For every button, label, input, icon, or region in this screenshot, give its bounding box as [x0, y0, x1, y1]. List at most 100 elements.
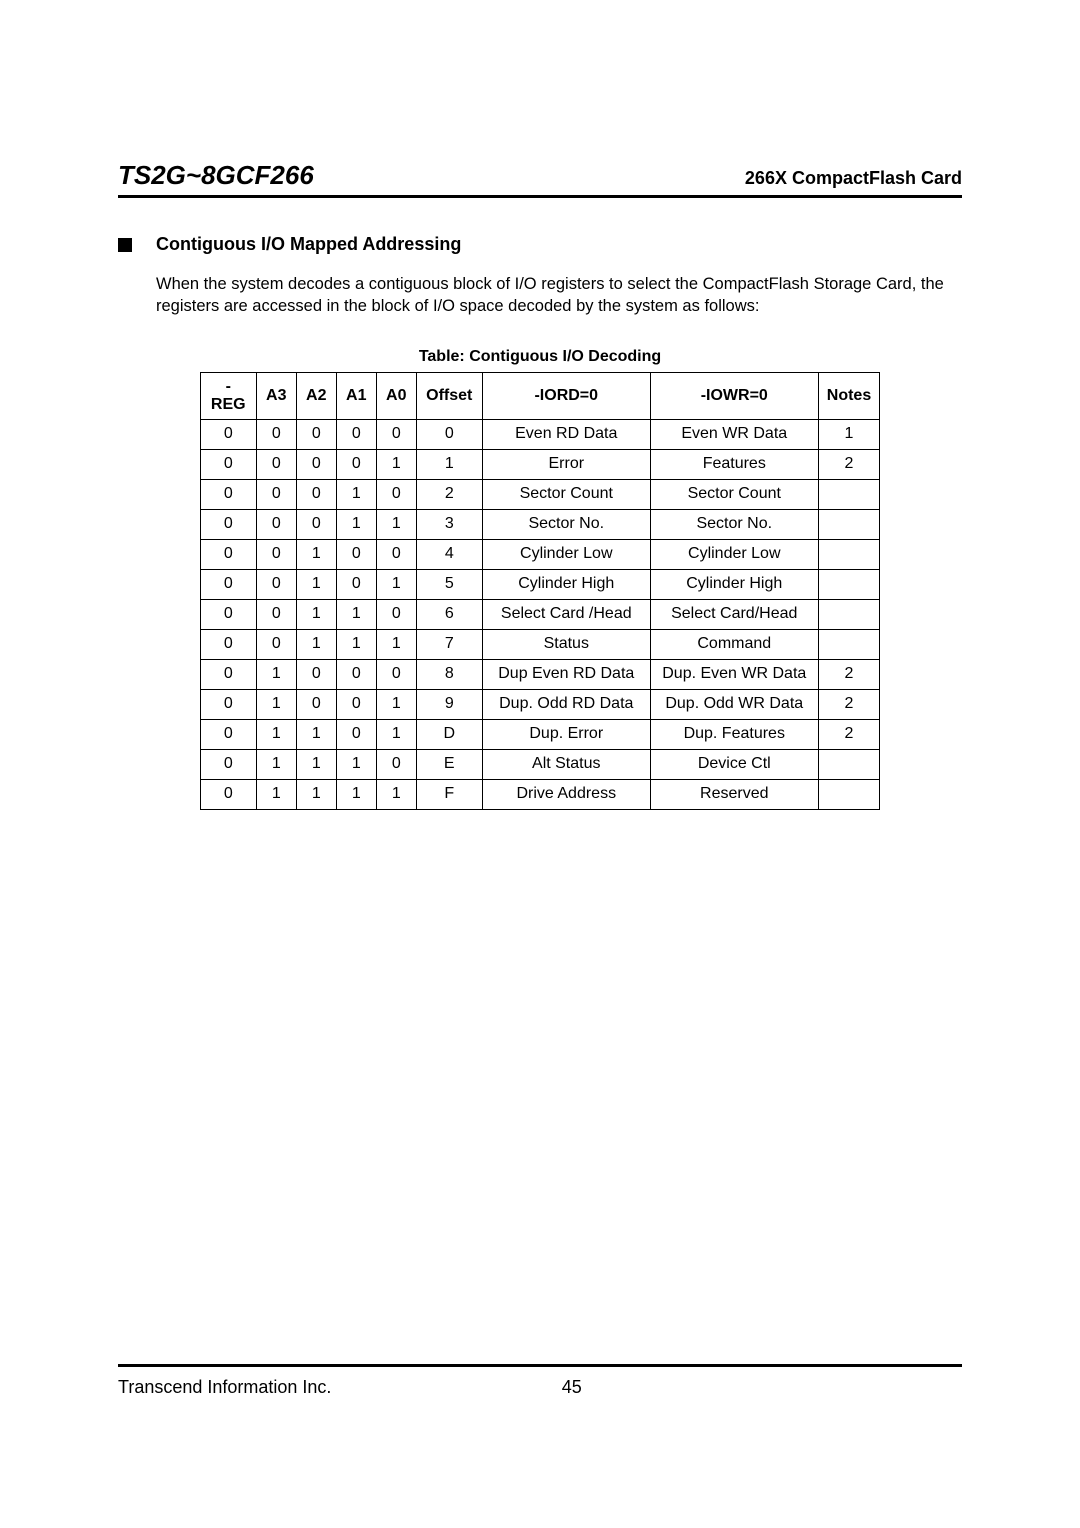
table-cell: 1	[376, 719, 416, 749]
table-cell: 0	[200, 449, 256, 479]
table-cell: 0	[336, 689, 376, 719]
table-cell: 0	[256, 419, 296, 449]
table-cell: Select Card /Head	[482, 599, 650, 629]
table-header-row: -REGA3A2A1A0Offset-IORD=0-IOWR=0Notes	[200, 372, 879, 419]
table-cell: Even RD Data	[482, 419, 650, 449]
table-cell	[818, 749, 879, 779]
table-header-cell: A1	[336, 372, 376, 419]
table-cell: Device Ctl	[650, 749, 818, 779]
table-cell: 1	[256, 779, 296, 809]
table-cell: Cylinder Low	[482, 539, 650, 569]
table-cell: 1	[336, 599, 376, 629]
table-cell: 0	[200, 509, 256, 539]
table-cell: 1	[376, 629, 416, 659]
product-code: TS2G~8GCF266	[118, 160, 314, 191]
table-header-cell: -IOWR=0	[650, 372, 818, 419]
table-cell: Command	[650, 629, 818, 659]
table-cell	[818, 779, 879, 809]
table-cell: Dup. Even WR Data	[650, 659, 818, 689]
table-cell: 1	[336, 779, 376, 809]
table-cell: Sector Count	[650, 479, 818, 509]
table-cell	[818, 479, 879, 509]
table-row: 001106Select Card /HeadSelect Card/Head	[200, 599, 879, 629]
table-cell: E	[416, 749, 482, 779]
table-row: 000102Sector CountSector Count	[200, 479, 879, 509]
table-cell: 1	[818, 419, 879, 449]
table-row: 01101DDup. ErrorDup. Features2	[200, 719, 879, 749]
table-cell: 0	[200, 599, 256, 629]
table-cell: 0	[336, 539, 376, 569]
table-cell: D	[416, 719, 482, 749]
table-cell	[818, 599, 879, 629]
footer-page-number: 45	[562, 1377, 582, 1397]
table-cell: 0	[296, 419, 336, 449]
table-cell: Sector Count	[482, 479, 650, 509]
table-row: 001117StatusCommand	[200, 629, 879, 659]
table-cell: 1	[256, 659, 296, 689]
table-cell: 0	[200, 569, 256, 599]
table-cell: 0	[336, 569, 376, 599]
table-header-cell: A2	[296, 372, 336, 419]
table-cell: F	[416, 779, 482, 809]
table-cell: 0	[200, 659, 256, 689]
table-cell: 1	[336, 629, 376, 659]
table-cell: 0	[200, 719, 256, 749]
table-row: 000011ErrorFeatures2	[200, 449, 879, 479]
table-cell: 0	[296, 509, 336, 539]
table-cell: 8	[416, 659, 482, 689]
table-cell: Dup. Features	[650, 719, 818, 749]
table-cell	[818, 569, 879, 599]
table-cell: 0	[256, 449, 296, 479]
table-cell: 2	[818, 719, 879, 749]
table-cell: 1	[296, 629, 336, 659]
table-cell: 0	[256, 509, 296, 539]
table-cell: 1	[256, 689, 296, 719]
io-decoding-table: -REGA3A2A1A0Offset-IORD=0-IOWR=0Notes 00…	[200, 372, 880, 810]
table-cell: Dup. Odd WR Data	[650, 689, 818, 719]
table-cell: 0	[200, 749, 256, 779]
table-cell: 7	[416, 629, 482, 659]
table-cell: 5	[416, 569, 482, 599]
table-row: 01110EAlt StatusDevice Ctl	[200, 749, 879, 779]
table-cell: Even WR Data	[650, 419, 818, 449]
table-cell: Dup. Odd RD Data	[482, 689, 650, 719]
table-cell: 0	[256, 629, 296, 659]
table-header-cell: -IORD=0	[482, 372, 650, 419]
table-cell: 0	[256, 599, 296, 629]
table-cell: 2	[818, 689, 879, 719]
table-cell: Dup Even RD Data	[482, 659, 650, 689]
table-cell	[818, 629, 879, 659]
table-row: 001015Cylinder HighCylinder High	[200, 569, 879, 599]
table-cell: 0	[376, 539, 416, 569]
table-header-cell: Notes	[818, 372, 879, 419]
table-cell: 0	[416, 419, 482, 449]
table-cell: 1	[376, 569, 416, 599]
table-cell: 0	[200, 539, 256, 569]
table-cell: 0	[336, 419, 376, 449]
table-cell: 1	[296, 779, 336, 809]
table-header-cell: A0	[376, 372, 416, 419]
table-cell: 0	[256, 569, 296, 599]
table-cell: 1	[296, 599, 336, 629]
table-cell: 1	[256, 719, 296, 749]
table-cell: Features	[650, 449, 818, 479]
table-row: 000113Sector No.Sector No.	[200, 509, 879, 539]
table-cell: Alt Status	[482, 749, 650, 779]
table-cell: 1	[416, 449, 482, 479]
table-cell: 1	[256, 749, 296, 779]
product-desc: 266X CompactFlash Card	[745, 168, 962, 189]
table-cell: 1	[376, 509, 416, 539]
table-cell: Cylinder Low	[650, 539, 818, 569]
section-heading: Contiguous I/O Mapped Addressing	[118, 234, 962, 255]
table-cell: 1	[336, 749, 376, 779]
table-cell: Select Card/Head	[650, 599, 818, 629]
table-cell: 1	[336, 479, 376, 509]
table-cell: 0	[296, 479, 336, 509]
table-cell: 1	[376, 779, 416, 809]
table-row: 010008Dup Even RD DataDup. Even WR Data2	[200, 659, 879, 689]
table-cell: 0	[336, 719, 376, 749]
document-header: TS2G~8GCF266 266X CompactFlash Card	[118, 160, 962, 198]
document-footer: Transcend Information Inc. 45	[118, 1364, 962, 1398]
square-bullet-icon	[118, 238, 132, 252]
table-cell	[818, 509, 879, 539]
